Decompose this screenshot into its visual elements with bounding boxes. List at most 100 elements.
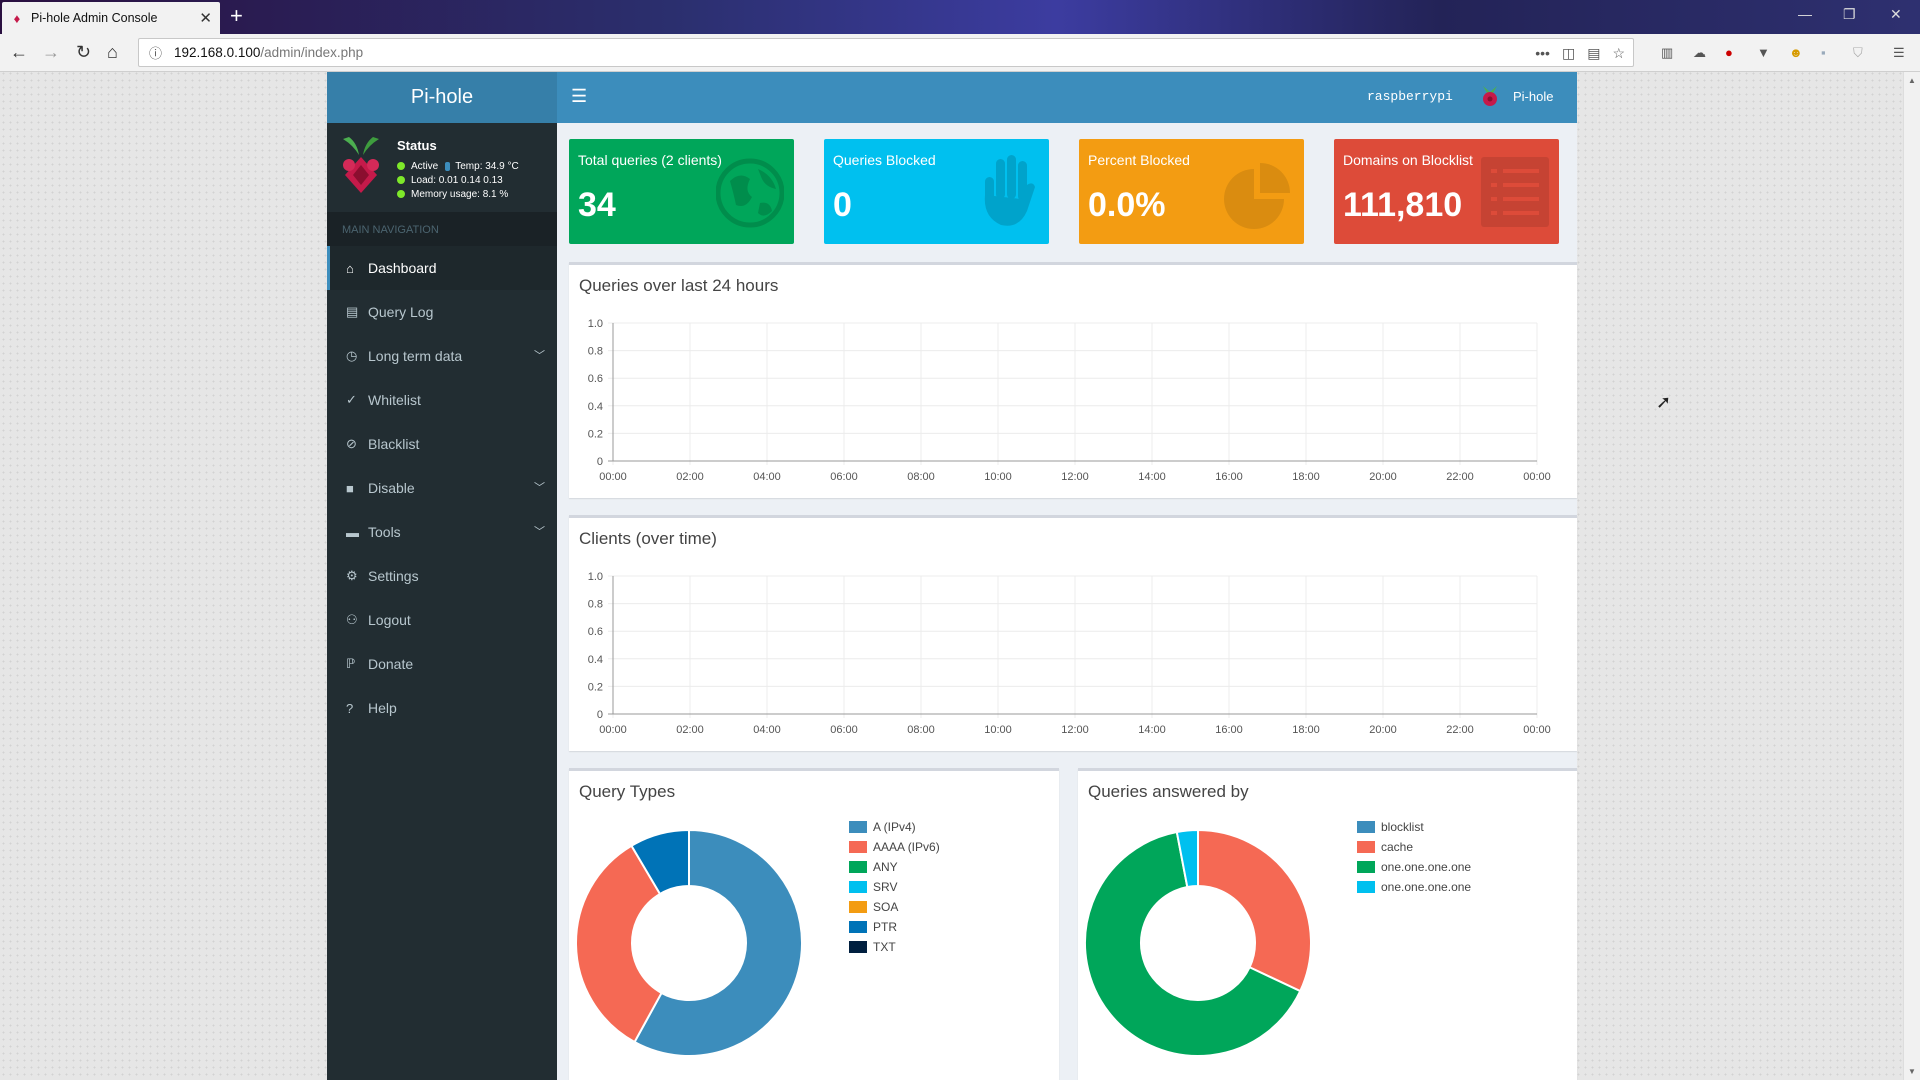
forward-icon[interactable]: →	[42, 42, 60, 62]
x-tick-label: 08:00	[907, 471, 935, 483]
x-tick-label: 14:00	[1138, 471, 1166, 483]
sidebar-item-disable[interactable]: ■ Disable ﹀	[327, 466, 557, 510]
chevron-down-icon: ﹀	[534, 482, 545, 494]
legend-item[interactable]: blocklist	[1357, 817, 1471, 837]
stat-label: Queries Blocked	[833, 152, 936, 168]
close-tab-icon[interactable]: ✕	[199, 10, 212, 27]
extension-dl-icon[interactable]: ▪	[1821, 45, 1826, 60]
legend-swatch	[849, 901, 867, 913]
main-navigation-header: MAIN NAVIGATION	[327, 212, 557, 246]
legend-swatch	[849, 881, 867, 893]
box-title: Query Types	[579, 782, 676, 801]
queries-over-time-box: Queries over last 24 hours 00:00 02:00 04:…	[569, 262, 1577, 498]
legend-item[interactable]: TXT	[849, 937, 940, 957]
y-tick-label: 0.2	[588, 681, 603, 693]
sidebar-item-long-term-data[interactable]: ◷ Long term data ﹀	[327, 334, 557, 378]
donut-slice[interactable]	[630, 828, 690, 896]
home-browser-icon[interactable]: ⌂	[107, 42, 118, 62]
x-tick-label: 12:00	[1061, 471, 1089, 483]
pihole-raspberry-logo-icon	[343, 137, 379, 193]
y-tick-label: 0.6	[588, 626, 603, 638]
sidebar-item-label: Whitelist	[368, 392, 421, 408]
legend-swatch	[1357, 841, 1375, 853]
clients-over-time-box: Clients (over time) 00:00 02:00 04:00 06:00…	[569, 515, 1577, 751]
url-bar[interactable]: ⓘ 192.168.0.100 /admin/index.php ••• ◫ ▤…	[138, 38, 1634, 67]
stat-label: Domains on Blocklist	[1343, 152, 1473, 168]
donut-slice[interactable]	[1084, 830, 1302, 1057]
x-tick-label: 16:00	[1215, 471, 1243, 483]
maximize-icon[interactable]: ❐	[1843, 6, 1856, 22]
legend-item[interactable]: SRV	[849, 877, 940, 897]
status-load-line: Load: 0.01 0.14 0.13	[397, 174, 519, 188]
page-scrollbar[interactable]: ▲ ▼	[1903, 72, 1920, 1080]
sidebar-item-help[interactable]: ? Help	[327, 686, 557, 730]
sidebar-item-dashboard[interactable]: ⌂ Dashboard	[327, 246, 557, 290]
legend-item[interactable]: one.one.one.one	[1357, 877, 1471, 897]
minimize-icon[interactable]: —	[1798, 6, 1812, 22]
pihole-logo[interactable]: Pi-hole	[327, 72, 557, 123]
extension-mask-icon[interactable]: ☻	[1789, 45, 1803, 60]
query-types-donut-chart[interactable]	[569, 821, 809, 1061]
sidebar-toggle-hamburger-icon[interactable]: ☰	[571, 86, 588, 106]
scroll-up-icon[interactable]: ▲	[1908, 76, 1916, 85]
legend-item[interactable]: PTR	[849, 917, 940, 937]
sidebar-item-label: Long term data	[368, 348, 463, 364]
sidebar-item-tools[interactable]: ▬ Tools ﹀	[327, 510, 557, 554]
site-info-icon[interactable]: ⓘ	[149, 46, 163, 61]
new-tab-icon[interactable]: +	[230, 3, 243, 28]
extension-shield-icon[interactable]: ⛉	[1853, 45, 1863, 60]
thermometer-icon	[445, 161, 451, 171]
pocket-icon[interactable]: ◫	[1561, 45, 1576, 61]
box-title: Clients (over time)	[579, 529, 717, 548]
legend-item[interactable]: ANY	[849, 857, 940, 877]
stat-domains-blocklist[interactable]: Domains on Blocklist 111,810	[1334, 139, 1559, 244]
clients-over-time-chart[interactable]: 00:00 02:00 04:00 06:00 08:00 10:00 12:00 14:00…	[569, 518, 1577, 754]
stat-queries-blocked[interactable]: Queries Blocked 0	[824, 139, 1049, 244]
legend-swatch	[1357, 861, 1375, 873]
reload-icon[interactable]: ↻	[76, 42, 92, 62]
gears-icon: ⚙	[346, 568, 358, 583]
legend-label: A (IPv4)	[873, 820, 916, 834]
x-tick-label: 04:00	[753, 471, 781, 483]
donut-slice[interactable]	[1197, 828, 1312, 993]
queries-over-time-chart[interactable]: 00:00 02:00 04:00 06:00 08:00 10:00 12:00 14:00…	[569, 265, 1577, 501]
status-memory-line: Memory usage: 8.1 %	[397, 188, 519, 202]
window-close-icon[interactable]: ✕	[1890, 6, 1902, 22]
x-tick-label: 22:00	[1446, 724, 1474, 736]
ublock-icon[interactable]: ●	[1725, 45, 1733, 60]
reader-view-icon[interactable]: ▤	[1587, 45, 1601, 61]
stat-total-queries[interactable]: Total queries (2 clients) 34	[569, 139, 794, 244]
y-tick-label: 1.0	[588, 318, 603, 330]
sidebar-toggle-icon[interactable]: ▥	[1661, 45, 1674, 60]
sidebar-item-label: Help	[368, 700, 397, 716]
legend-item[interactable]: one.one.one.one	[1357, 857, 1471, 877]
sidebar-item-whitelist[interactable]: ✓ Whitelist	[327, 378, 557, 422]
extension-v-icon[interactable]: ▼	[1757, 45, 1770, 60]
donut-slice[interactable]	[633, 828, 803, 1057]
user-menu[interactable]: Pi-hole	[1479, 84, 1553, 108]
status-load: Load: 0.01 0.14 0.13	[411, 175, 503, 186]
sidebar-item-donate[interactable]: ℙ Donate	[327, 642, 557, 686]
answered-by-donut-chart[interactable]	[1078, 821, 1318, 1061]
donut-slice[interactable]	[575, 844, 663, 1044]
queries-answered-by-box: Queries answered by blocklist cache one.on…	[1078, 768, 1577, 1080]
bookmark-star-icon[interactable]: ☆	[1612, 45, 1625, 61]
scroll-down-icon[interactable]: ▼	[1908, 1067, 1916, 1076]
stat-percent-blocked[interactable]: Percent Blocked 0.0%	[1079, 139, 1304, 244]
back-icon[interactable]: ←	[10, 42, 28, 62]
pihole-page: Pi-hole ☰ raspberrypi Pi-hole Status	[327, 72, 1577, 1080]
legend-item[interactable]: cache	[1357, 837, 1471, 857]
legend-item[interactable]: A (IPv4)	[849, 817, 940, 837]
sidebar-item-logout[interactable]: ⚇ Logout	[327, 598, 557, 642]
legend-item[interactable]: SOA	[849, 897, 940, 917]
browser-menu-icon[interactable]: ☰	[1893, 45, 1905, 60]
sidebar-item-settings[interactable]: ⚙ Settings	[327, 554, 557, 598]
legend-item[interactable]: AAAA (IPv6)	[849, 837, 940, 857]
sidebar-item-query-log[interactable]: ▤ Query Log	[327, 290, 557, 334]
x-tick-label: 04:00	[753, 724, 781, 736]
browser-tab[interactable]: ♦ Pi-hole Admin Console ✕	[2, 2, 220, 34]
page-actions-icon[interactable]: •••	[1535, 45, 1550, 61]
sidebar-item-blacklist[interactable]: ⊘ Blacklist	[327, 422, 557, 466]
extension-cloud-icon[interactable]: ☁	[1693, 45, 1706, 60]
donut-slice[interactable]	[1175, 828, 1199, 889]
